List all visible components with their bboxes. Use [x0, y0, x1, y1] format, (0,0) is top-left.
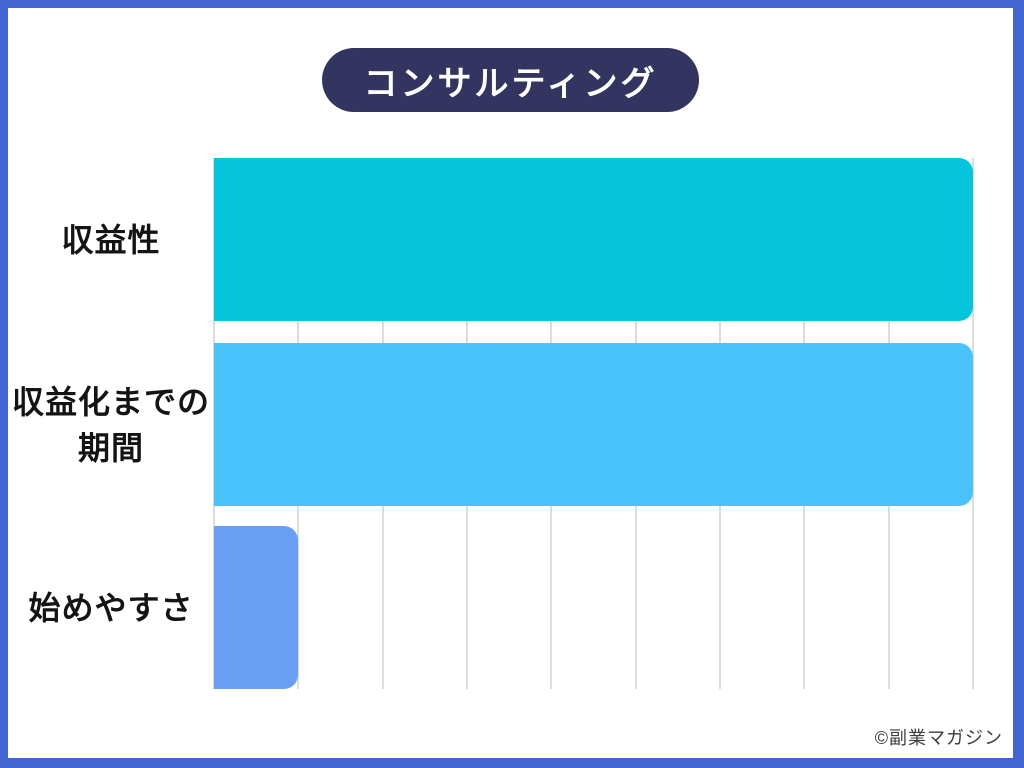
- plot-area: [213, 158, 974, 689]
- category-label-line: 収益化までの: [11, 383, 210, 420]
- bar-3: [214, 526, 299, 689]
- labels-column: 収益性収益化までの 期間始めやすさ: [8, 158, 214, 689]
- category-label-3: 始めやすさ: [8, 526, 214, 689]
- bar-1: [214, 158, 973, 321]
- copyright-text: ©副業マガジン: [874, 728, 1003, 748]
- bar-2: [214, 343, 973, 506]
- category-label-1: 収益性: [8, 158, 214, 321]
- gridline: [972, 158, 974, 689]
- chart-title-pill: コンサルティング: [321, 48, 700, 112]
- chart-canvas: コンサルティング 収益性収益化までの 期間始めやすさ ©副業マガジン: [8, 8, 1013, 758]
- category-label-line: 収益性: [61, 221, 161, 258]
- chart-title: コンサルティング: [363, 64, 658, 103]
- category-label-2: 収益化までの 期間: [8, 343, 214, 506]
- category-label-line: 始めやすさ: [28, 589, 194, 626]
- category-label-line: 期間: [77, 429, 144, 466]
